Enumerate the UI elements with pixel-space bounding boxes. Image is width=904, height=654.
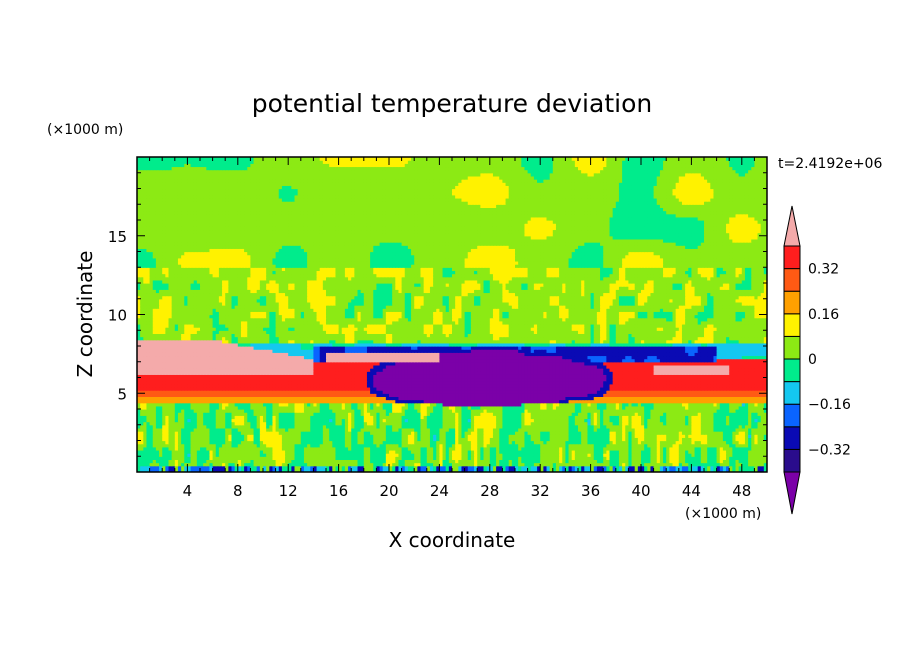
contour-field (137, 157, 768, 473)
chart-title: potential temperature deviation (252, 89, 652, 118)
y-units-label: (×1000 m) (47, 122, 123, 138)
time-label: t=2.4192e+06 (778, 156, 882, 172)
